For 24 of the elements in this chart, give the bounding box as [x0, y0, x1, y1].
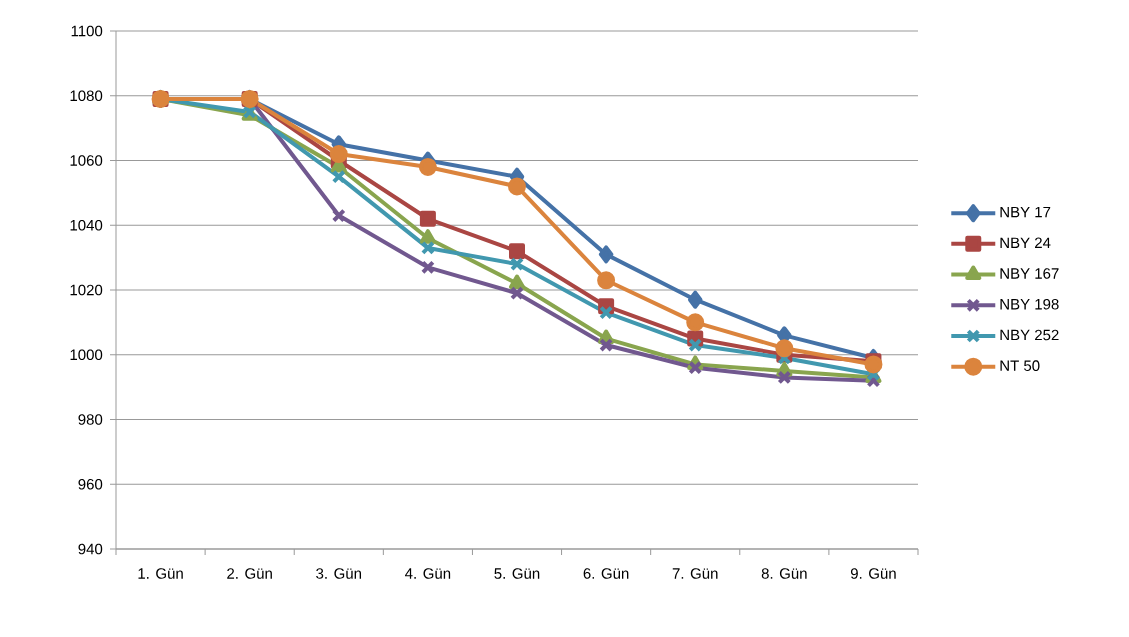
x-tick-label: 2. Gün — [227, 568, 272, 579]
y-tick-label: 1000 — [70, 349, 103, 361]
legend-label: NBY 24 — [1000, 237, 1051, 248]
y-tick-label: 980 — [78, 414, 103, 425]
y-tick-label: 1080 — [70, 90, 103, 102]
legend-label: NBY 17 — [1000, 206, 1051, 218]
legend-label: NBY 198 — [1000, 298, 1059, 310]
x-tick-label: 5. Gün — [494, 568, 540, 579]
x-tick-label: 8. Gün — [761, 568, 807, 579]
legend-label: NT 50 — [1000, 360, 1040, 371]
y-tick-label: 940 — [78, 543, 103, 555]
y-tick-label: 1060 — [70, 155, 103, 166]
x-tick-label: 9. Gün — [850, 568, 896, 579]
y-tick-label: 1020 — [70, 284, 103, 296]
y-tick-label: 1100 — [71, 25, 103, 37]
y-tick-label: 960 — [78, 478, 103, 490]
y-tick-label: 1040 — [70, 219, 103, 231]
x-tick-label: 7. Gün — [672, 568, 718, 579]
legend-label: NBY 167 — [1000, 268, 1059, 279]
legend-label: NBY 252 — [1000, 329, 1059, 341]
x-tick-label: 3. Gün — [316, 568, 362, 579]
x-tick-label: 4. Gün — [405, 568, 451, 579]
x-tick-label: 1. Gün — [138, 568, 183, 579]
x-tick-label: 6. Gün — [583, 568, 629, 579]
